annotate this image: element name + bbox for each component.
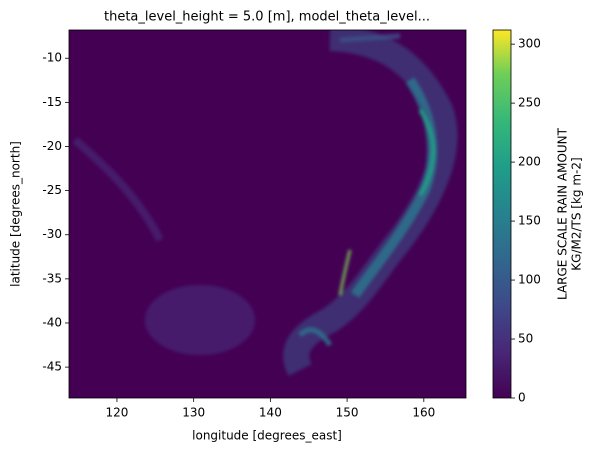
- colorbar-tick-label: 150: [518, 214, 541, 228]
- x-tick-label: 160: [412, 406, 435, 420]
- y-tick-label: -35: [42, 271, 62, 285]
- colorbar: [492, 29, 512, 399]
- colorbar-tick-label: 200: [518, 155, 541, 169]
- rain-field: [72, 30, 458, 376]
- y-tick-label: -25: [42, 183, 62, 197]
- chart-title: theta_level_height = 5.0 [m], model_thet…: [104, 10, 430, 25]
- colorbar-label: LARGE SCALE RAIN AMOUNT: [556, 127, 570, 300]
- rain-band: [72, 136, 164, 242]
- y-tick-label: -10: [42, 51, 62, 65]
- x-axis-label: longitude [degrees_east]: [192, 429, 342, 443]
- rain-band: [339, 33, 401, 43]
- rain-core: [418, 108, 436, 197]
- plot-background: [69, 30, 466, 398]
- y-tick-label: -30: [42, 227, 62, 241]
- y-tick-label: -40: [42, 315, 62, 329]
- colorbar-tick-label: 300: [518, 37, 541, 51]
- colorbar-tick-label: 0: [518, 391, 526, 405]
- x-tick-label: 120: [105, 406, 128, 420]
- colorbar-tick-label: 100: [518, 273, 541, 287]
- x-tick-label: 130: [182, 406, 205, 420]
- y-axis-label: latitude [degrees_north]: [9, 141, 23, 287]
- rain-core: [298, 327, 333, 347]
- colorbar-tick-label: 50: [518, 332, 533, 346]
- rain-core: [338, 249, 352, 296]
- rain-patch: [145, 285, 255, 355]
- y-tick-label: -15: [42, 95, 62, 109]
- y-tick-label: -20: [42, 139, 62, 153]
- x-tick-label: 140: [259, 406, 282, 420]
- colorbar-tick-label: 250: [518, 96, 541, 110]
- plot-frame: [68, 29, 467, 399]
- x-tick-label: 150: [336, 406, 359, 420]
- y-tick-label: -45: [42, 360, 62, 374]
- colorbar-label: KG/M2/TS [kg m-2]: [570, 157, 584, 270]
